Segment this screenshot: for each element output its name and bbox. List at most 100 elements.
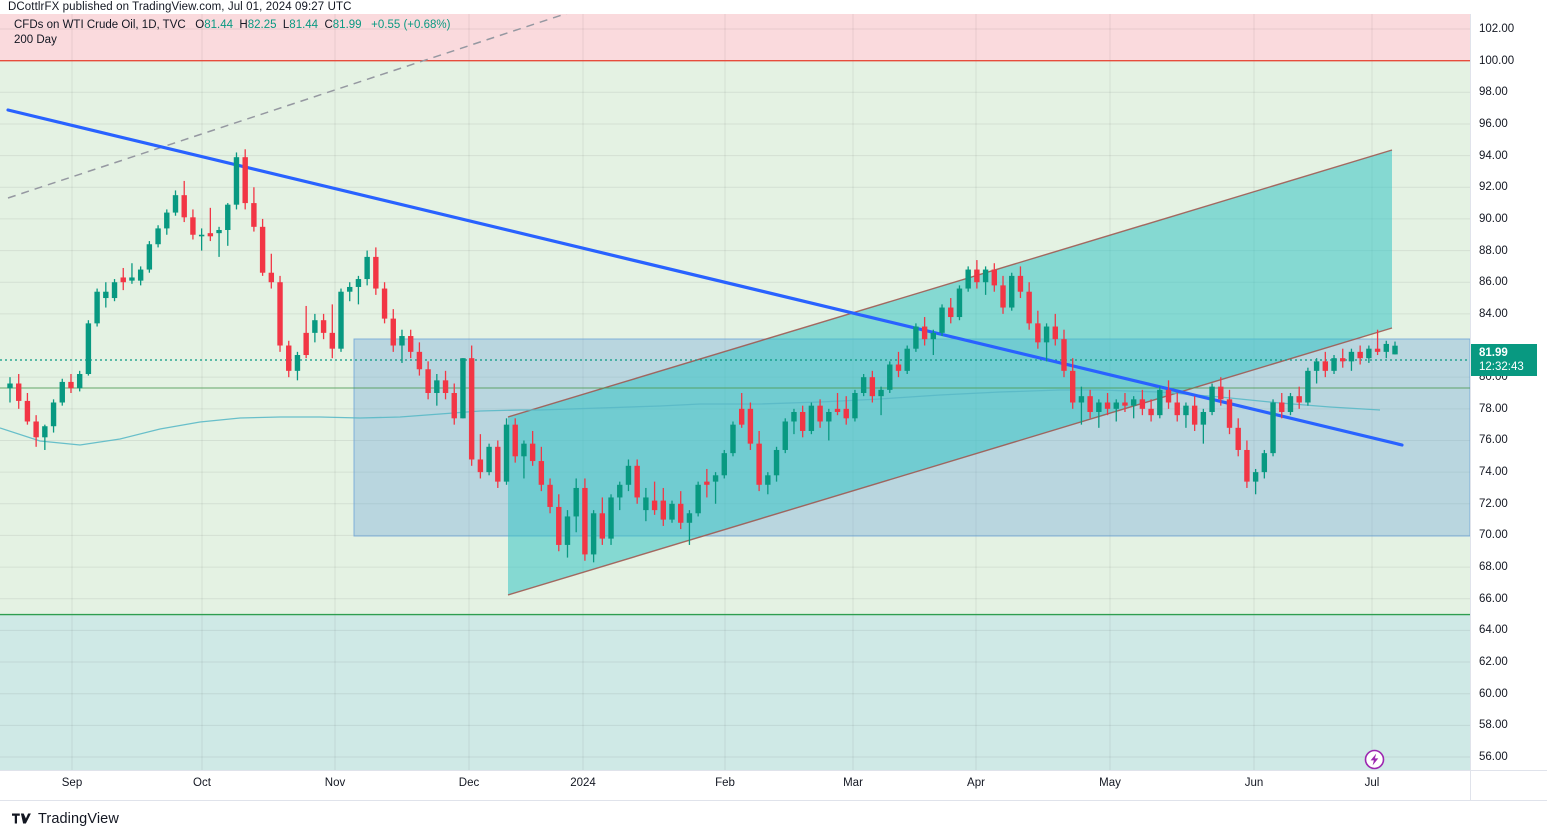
- chart-plot-area[interactable]: [0, 14, 1470, 770]
- candle-body: [303, 332, 309, 356]
- candle-body: [216, 229, 222, 234]
- candle-body: [16, 383, 22, 401]
- candle-body: [1183, 405, 1189, 416]
- time-axis-tick: Nov: [324, 777, 346, 789]
- candle-body: [1322, 361, 1329, 371]
- chart-canvas: [0, 14, 1470, 770]
- price-axis-tick: 56.00: [1479, 751, 1508, 763]
- candle-body: [669, 503, 675, 520]
- candle-body: [599, 513, 606, 539]
- ma-200-day-line[interactable]: [0, 389, 1381, 446]
- candle-body: [521, 443, 527, 457]
- candle-body: [1165, 389, 1172, 403]
- candle-body: [460, 358, 466, 419]
- candle-body: [1244, 449, 1250, 482]
- price-axis-tick: 70.00: [1479, 529, 1508, 542]
- attribution-text: DCottlrFX published on TradingView.com, …: [8, 1, 352, 13]
- candle-body: [294, 355, 301, 371]
- price-axis-tick: 92.00: [1479, 181, 1508, 194]
- candle-body: [887, 364, 893, 390]
- bar-countdown: 12:32:43: [1479, 361, 1524, 373]
- candle-body: [338, 291, 344, 349]
- candle-body: [42, 426, 48, 438]
- candle-body: [547, 484, 553, 507]
- candle-body: [503, 424, 510, 482]
- candle-body: [390, 318, 396, 346]
- candle-body: [1218, 386, 1224, 400]
- candle-body: [704, 481, 710, 485]
- price-axis-tick: 68.00: [1479, 561, 1508, 574]
- candle-body: [355, 279, 362, 287]
- candle-body: [7, 383, 13, 389]
- candle-body: [451, 393, 457, 419]
- candle-body: [225, 204, 231, 230]
- price-axis[interactable]: 102.00 100.00 98.00 96.00 94.00 92.00 90.00 88.…: [1470, 14, 1547, 770]
- candle-body: [76, 374, 83, 389]
- candle-body: [1113, 402, 1119, 409]
- dashed-ascending-line[interactable]: [7, 14, 580, 199]
- current-price-badge[interactable]: 81.99 12:32:43: [1471, 344, 1537, 376]
- candle-body: [773, 449, 780, 476]
- candle-body: [468, 358, 475, 460]
- time-axis-tick: Dec: [458, 777, 480, 789]
- time-axis[interactable]: Sep Oct Nov Dec 2024 Feb Mar Apr May Jun Jul: [0, 770, 1470, 800]
- candle-body: [608, 497, 614, 539]
- candle-body: [913, 326, 919, 349]
- candle-body: [312, 320, 318, 333]
- candle-body: [1357, 351, 1363, 359]
- candle-body: [1078, 396, 1085, 403]
- candle-body: [590, 513, 597, 555]
- candle-body: [834, 408, 841, 412]
- candle-body: [904, 348, 910, 371]
- candle-body: [791, 411, 797, 422]
- candle-body: [190, 217, 196, 235]
- candle-body: [381, 288, 388, 319]
- candle-body: [146, 244, 153, 270]
- time-axis-tick: Sep: [61, 777, 83, 789]
- candle-body: [137, 269, 144, 281]
- candle-body: [738, 408, 745, 425]
- price-axis-tick: 74.00: [1479, 466, 1508, 479]
- channel-upper-edge[interactable]: [507, 149, 1393, 418]
- candle-body: [59, 381, 65, 403]
- axis-corner: [1470, 770, 1547, 800]
- candle-body: [747, 408, 754, 444]
- price-axis-tick: 94.00: [1479, 149, 1508, 162]
- ascending-parallel-channel[interactable]: [508, 150, 1392, 595]
- candle-body: [1043, 326, 1050, 343]
- candle-body: [756, 443, 762, 485]
- price-axis-tick: 62.00: [1479, 656, 1508, 669]
- candle-body: [538, 461, 545, 485]
- candle-body: [617, 484, 623, 498]
- candle-body: [1383, 343, 1389, 352]
- time-axis-tick: Jul: [1364, 777, 1380, 789]
- candle-body: [1035, 323, 1041, 343]
- candle-body: [277, 282, 283, 346]
- candle-body: [869, 377, 876, 397]
- lightning-bolt-icon[interactable]: [1364, 749, 1385, 770]
- support-zone-teal: [0, 614, 1470, 770]
- candle-body: [564, 516, 571, 545]
- candle-body: [1296, 396, 1302, 403]
- candle-body: [643, 497, 649, 511]
- candle-body: [512, 424, 518, 457]
- candle-body: [399, 336, 405, 346]
- candle-body: [103, 291, 109, 299]
- candle-body: [686, 513, 693, 523]
- candle-body: [1122, 402, 1128, 406]
- candle-body: [111, 282, 118, 299]
- channel-lower-edge[interactable]: [507, 327, 1393, 596]
- candle-body: [852, 393, 858, 419]
- candle-body: [974, 269, 980, 283]
- candle-body: [33, 421, 39, 438]
- descending-trendline[interactable]: [6, 108, 1404, 447]
- candle-body: [1366, 348, 1372, 359]
- price-axis-tick: 100.00: [1479, 54, 1515, 67]
- candle-body: [434, 380, 440, 393]
- candle-body: [198, 234, 205, 237]
- current-price-value: 81.99: [1479, 347, 1508, 359]
- candle-body: [895, 364, 902, 371]
- price-axis-tick: 90.00: [1479, 212, 1508, 225]
- price-axis-tick: 88.00: [1479, 244, 1508, 257]
- candle-body: [1130, 399, 1137, 406]
